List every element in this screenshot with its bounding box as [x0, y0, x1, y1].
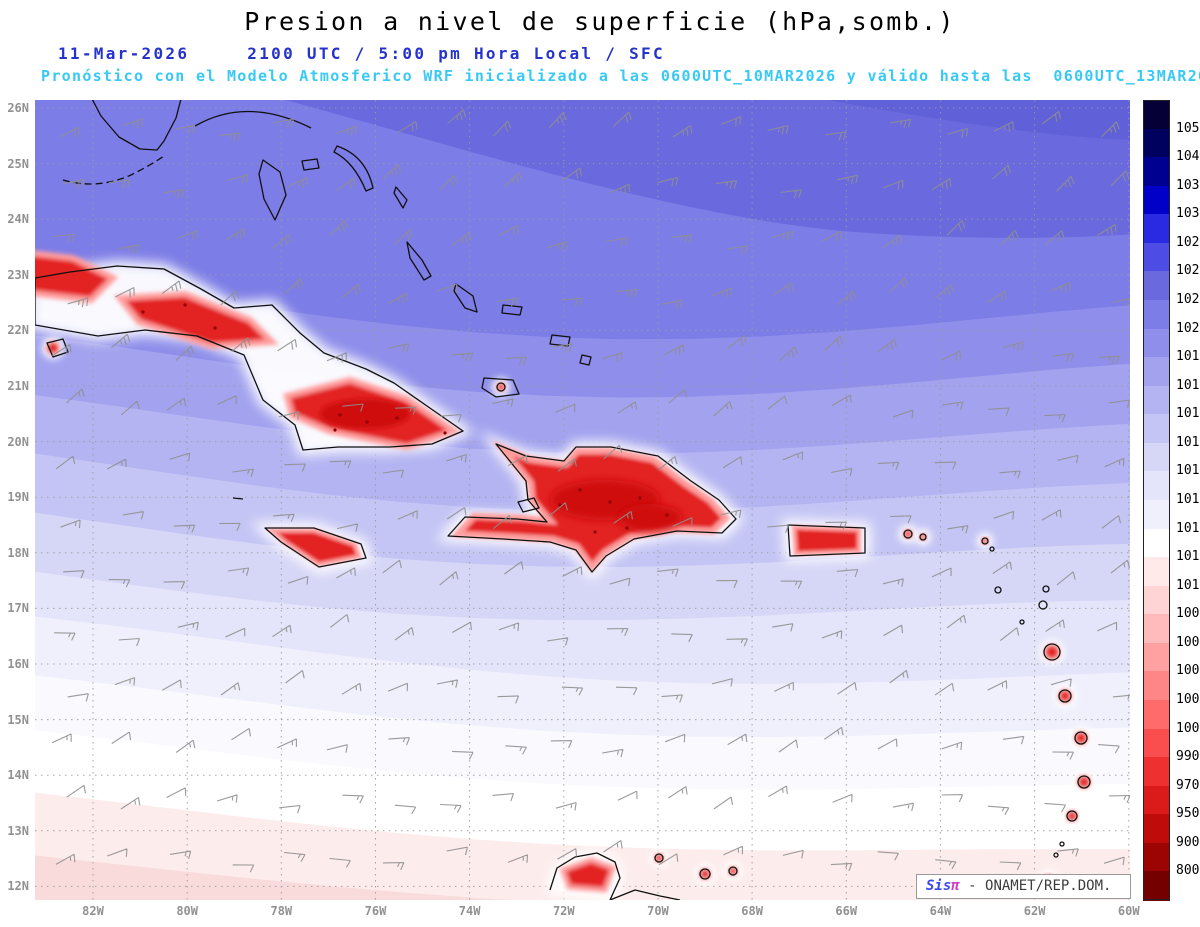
- colorbar-level-label: 1028: [1176, 234, 1200, 250]
- chart-title: Presion a nivel de superficie (hPa,somb.…: [244, 7, 956, 36]
- colorbar-segment: [1143, 700, 1170, 730]
- colorbar-segment: [1143, 757, 1170, 787]
- colorbar-segment: [1143, 842, 1170, 872]
- lat-tick-label: 22N: [7, 323, 29, 338]
- lat-tick-label: 17N: [7, 601, 29, 616]
- colorbar-level-label: 1013: [1176, 520, 1200, 536]
- lon-tick-label: 64W: [929, 904, 952, 918]
- lat-tick-label: 24N: [7, 212, 29, 227]
- colorbar-segment: [1143, 728, 1170, 758]
- lat-tick-label: 13N: [7, 823, 29, 838]
- lat-tick-label: 25N: [7, 156, 29, 171]
- lon-tick-label: 72W: [552, 904, 575, 918]
- pressure-map: [35, 100, 1130, 900]
- colorbar-segment: [1143, 271, 1170, 301]
- colorbar-segment: [1143, 357, 1170, 387]
- pi-symbol-icon: π: [951, 878, 960, 894]
- lat-tick-label: 20N: [7, 434, 29, 449]
- attribution-text: - ONAMET/REP.DOM.: [959, 878, 1112, 894]
- lat-tick-label: 21N: [7, 379, 29, 393]
- lon-tick-label: 80W: [176, 904, 198, 918]
- colorbar-segment: [1143, 300, 1170, 330]
- latitude-axis: 26N 25N 24N 23N 22N 21N 20N 19N 18N 17N 16N 15N 14N 1…: [0, 100, 32, 900]
- date-label: 11-Mar-2026: [58, 44, 190, 63]
- colorbar-level-label: 1035: [1176, 177, 1200, 193]
- sispi-logo: Sis: [926, 878, 952, 894]
- colorbar-level-label: 1022: [1176, 292, 1200, 307]
- lon-tick-label: 62W: [1023, 904, 1046, 918]
- colorbar-segment: [1143, 185, 1170, 215]
- colorbar-segment: [1143, 500, 1170, 530]
- lon-tick-label: 74W: [458, 904, 481, 918]
- colorbar-segment: [1143, 442, 1170, 472]
- valid-datetime-line: 11-Mar-2026 2100 UTC / 5:00 pm Hora Local…: [58, 44, 665, 63]
- colorbar-segment: [1143, 328, 1170, 358]
- lat-tick-label: 23N: [7, 267, 29, 282]
- colorbar-segment: [1143, 614, 1170, 644]
- lon-tick-label: 66W: [835, 904, 858, 918]
- colorbar-level-label: 1016: [1176, 434, 1200, 450]
- pressure-colorbar: 1050 1040 1035 1030 1028 1025 1022 1020 1019 1018…: [1143, 100, 1200, 901]
- lat-tick-label: 18N: [7, 545, 29, 560]
- colorbar-level-label: 800: [1176, 863, 1200, 879]
- colorbar-segment: [1143, 585, 1170, 615]
- colorbar-segment: [1143, 385, 1170, 415]
- colorbar-segment: [1143, 557, 1170, 587]
- lat-tick-label: 26N: [7, 101, 29, 115]
- colorbar-level-label: 1017: [1176, 406, 1200, 422]
- colorbar-level-label: 1012: [1176, 549, 1200, 565]
- colorbar-segment: [1143, 814, 1170, 844]
- lat-tick-label: 14N: [7, 768, 29, 783]
- colorbar-segment: [1143, 871, 1170, 901]
- colorbar-level-label: 1019: [1176, 349, 1200, 365]
- lon-tick-label: 68W: [741, 904, 763, 918]
- colorbar-segment: [1143, 128, 1170, 158]
- colorbar-level-label: 990: [1176, 749, 1200, 765]
- colorbar-segment: [1143, 100, 1170, 130]
- colorbar-level-label: 1030: [1176, 206, 1200, 222]
- colorbar-segment: [1143, 785, 1170, 815]
- valid-time-label: 2100 UTC / 5:00 pm Hora Local / SFC: [247, 44, 665, 63]
- attribution-box: Sisπ - ONAMET/REP.DOM.: [916, 874, 1131, 899]
- longitude-axis: 82W 80W 78W 76W 74W 72W 70W 68W 66W 64W 62W 60W: [35, 904, 1139, 922]
- colorbar-level-label: 1015: [1176, 463, 1200, 479]
- coastlines: [35, 100, 1091, 900]
- colorbar-segment: [1143, 671, 1170, 701]
- map-canvas: [35, 100, 1130, 900]
- colorbar-level-label: 1002: [1176, 692, 1200, 707]
- colorbar-level-label: 1018: [1176, 377, 1200, 393]
- wind-barbs: [51, 109, 1130, 873]
- lat-tick-label: 19N: [7, 490, 29, 505]
- lon-tick-label: 78W: [270, 904, 293, 918]
- colorbar-level-label: 1020: [1176, 320, 1200, 336]
- lat-tick-label: 16N: [7, 657, 29, 671]
- colorbar-level-label: 900: [1176, 834, 1200, 850]
- colorbar-segment: [1143, 471, 1170, 501]
- colorbar-segment: [1143, 214, 1170, 244]
- colorbar-level-label: 1025: [1176, 263, 1200, 279]
- colorbar-level-label: 1000: [1176, 720, 1200, 736]
- colorbar-level-label: 1004: [1176, 663, 1200, 679]
- colorbar-segment: [1143, 157, 1170, 187]
- lon-tick-label: 76W: [364, 904, 387, 918]
- colorbar-level-label: 950: [1176, 806, 1200, 822]
- lon-tick-label: 82W: [82, 904, 104, 918]
- colorbar-level-label: 1010: [1176, 577, 1200, 593]
- lat-tick-label: 12N: [7, 879, 29, 894]
- lon-tick-label: 70W: [647, 904, 669, 918]
- colorbar-level-label: 1014: [1176, 492, 1200, 507]
- model-info-line: Pronóstico con el Modelo Atmosferico WRF…: [41, 67, 1200, 85]
- colorbar-level-label: 1008: [1176, 606, 1200, 622]
- colorbar-segment: [1143, 242, 1170, 272]
- colorbar-level-label: 1006: [1176, 634, 1200, 650]
- lon-tick-label: 60W: [1117, 904, 1140, 918]
- colorbar-segment: [1143, 642, 1170, 672]
- colorbar-segment: [1143, 528, 1170, 558]
- colorbar-level-label: 1040: [1176, 149, 1200, 165]
- colorbar-level-label: 1050: [1176, 120, 1200, 136]
- colorbar-segment: [1143, 414, 1170, 444]
- lat-tick-label: 15N: [7, 712, 29, 727]
- colorbar-level-label: 970: [1176, 777, 1200, 793]
